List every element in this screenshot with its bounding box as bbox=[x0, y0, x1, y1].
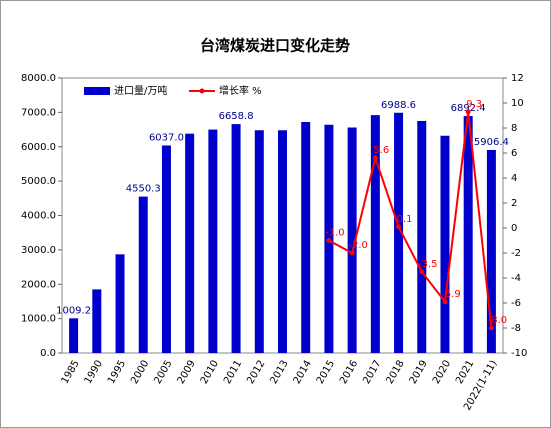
growth-point bbox=[488, 325, 494, 331]
growth-line bbox=[328, 111, 493, 329]
y-tick-label: 6000.0 bbox=[21, 142, 56, 153]
growth-point bbox=[442, 299, 448, 305]
bar bbox=[185, 133, 195, 353]
bar bbox=[69, 318, 79, 353]
line-value-label: -8.0 bbox=[488, 315, 508, 326]
bar bbox=[301, 122, 311, 353]
bar bbox=[208, 129, 218, 353]
y2-tick-label: -8 bbox=[511, 323, 521, 334]
bar bbox=[370, 115, 380, 353]
bar-value-label: 6037.0 bbox=[149, 132, 184, 143]
bar-value-label: 5906.4 bbox=[474, 137, 509, 148]
bar bbox=[440, 135, 450, 353]
bar bbox=[115, 254, 125, 353]
growth-point bbox=[326, 238, 332, 243]
bar bbox=[161, 145, 171, 353]
y2-tick-label: 6 bbox=[511, 148, 517, 159]
y-tick-label: 5000.0 bbox=[21, 176, 56, 187]
bar bbox=[486, 149, 496, 353]
growth-point bbox=[396, 224, 402, 230]
y2-tick-label: 4 bbox=[511, 173, 517, 184]
line-value-label: 0.1 bbox=[397, 214, 413, 225]
line-value-label: -5.9 bbox=[441, 289, 461, 300]
bar-value-label: 6988.6 bbox=[381, 100, 416, 111]
y-tick-label: 1000.0 bbox=[21, 314, 56, 325]
growth-point bbox=[372, 155, 378, 161]
bar bbox=[92, 289, 102, 353]
y-tick-label: 4000.0 bbox=[21, 211, 56, 222]
bar bbox=[254, 130, 264, 353]
line-value-label: -3.5 bbox=[418, 259, 438, 270]
bar bbox=[417, 120, 427, 353]
y2-tick-label: -10 bbox=[511, 348, 527, 359]
growth-point bbox=[465, 109, 471, 115]
y2-tick-label: 0 bbox=[511, 223, 517, 234]
line-value-label: -1.0 bbox=[325, 228, 345, 239]
y2-tick-label: 8 bbox=[511, 123, 517, 134]
bar-value-label: 6658.8 bbox=[219, 111, 254, 122]
line-value-label: 5.6 bbox=[373, 145, 389, 156]
y-tick-label: 7000.0 bbox=[21, 107, 56, 118]
line-value-label: -2.0 bbox=[348, 240, 368, 251]
bar bbox=[347, 127, 357, 353]
growth-point bbox=[419, 269, 425, 275]
y2-tick-label: -6 bbox=[511, 298, 521, 309]
y2-tick-label: 10 bbox=[511, 98, 524, 109]
bar bbox=[231, 124, 241, 353]
bar bbox=[138, 196, 148, 353]
y2-tick-label: -4 bbox=[511, 273, 521, 284]
bar bbox=[394, 112, 404, 353]
y2-tick-label: 2 bbox=[511, 198, 517, 209]
growth-point bbox=[349, 250, 355, 256]
chart-title: 台湾煤炭进口变化走势 bbox=[200, 37, 350, 55]
bar-value-label: 1009.2 bbox=[56, 305, 91, 316]
bar-value-label: 4550.3 bbox=[126, 184, 161, 195]
legend-swatch-point bbox=[199, 88, 205, 94]
y2-tick-label: -2 bbox=[511, 248, 521, 259]
bar bbox=[463, 116, 473, 353]
y-tick-label: 0.0 bbox=[40, 348, 56, 359]
y2-tick-label: 12 bbox=[511, 73, 524, 84]
bar bbox=[278, 130, 287, 353]
legend-label: 增长率 % bbox=[219, 84, 262, 97]
legend-label: 进口量/万吨 bbox=[114, 84, 167, 97]
y-tick-label: 3000.0 bbox=[21, 245, 56, 256]
line-value-label: 9.3 bbox=[466, 99, 482, 110]
y-tick-label: 8000.0 bbox=[21, 73, 56, 84]
legend-swatch bbox=[84, 87, 110, 95]
bar-value-label: 6892.4 bbox=[451, 103, 486, 114]
y-tick-label: 2000.0 bbox=[21, 279, 56, 290]
